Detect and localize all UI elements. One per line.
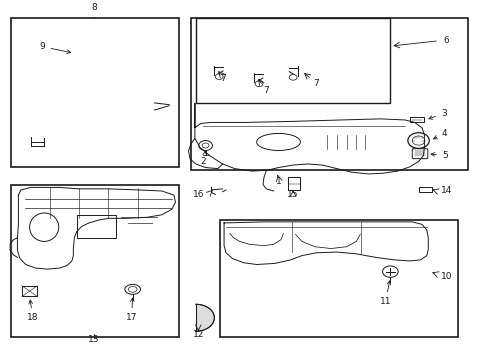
- Text: 17: 17: [126, 298, 137, 322]
- Bar: [418, 187, 431, 192]
- Bar: [22, 286, 37, 296]
- Text: 2: 2: [200, 151, 206, 166]
- Text: 7: 7: [219, 73, 225, 82]
- Bar: [287, 177, 300, 190]
- Text: 7: 7: [263, 86, 269, 95]
- Text: 16: 16: [193, 190, 204, 199]
- Bar: [77, 215, 116, 238]
- Text: 15: 15: [287, 190, 298, 199]
- Text: 13: 13: [88, 336, 100, 345]
- Bar: [11, 185, 179, 337]
- Text: 3: 3: [428, 109, 446, 119]
- Bar: [196, 18, 389, 103]
- Bar: [191, 18, 467, 170]
- Text: 4: 4: [433, 129, 447, 139]
- Text: 8: 8: [91, 3, 97, 12]
- Text: 5: 5: [430, 151, 447, 160]
- Bar: [220, 220, 458, 337]
- Text: 9: 9: [40, 42, 71, 54]
- Text: 18: 18: [27, 300, 39, 322]
- Text: 1: 1: [275, 176, 281, 185]
- Bar: [11, 18, 179, 167]
- Text: 12: 12: [192, 330, 203, 339]
- Polygon shape: [196, 304, 214, 331]
- Text: 7: 7: [313, 79, 319, 88]
- Text: 11: 11: [379, 281, 390, 306]
- Text: 6: 6: [443, 36, 448, 45]
- Text: 14: 14: [441, 186, 452, 195]
- Text: 10: 10: [441, 273, 452, 282]
- Bar: [409, 117, 424, 122]
